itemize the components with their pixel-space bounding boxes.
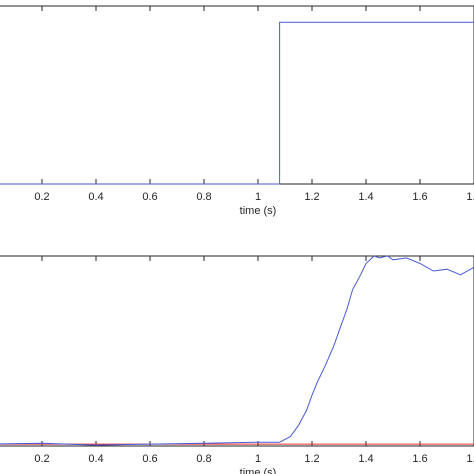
x-tick-label: 0.6 <box>142 191 157 203</box>
x-tick-label: 1.6 <box>412 453 427 465</box>
x-tick-label: 1 <box>255 191 261 203</box>
plot-frame <box>0 5 474 185</box>
x-tick-label: 1.6 <box>412 191 427 203</box>
x-tick-label: 1.8 <box>466 191 474 203</box>
x-tick-label: 0.6 <box>142 453 157 465</box>
series-line-1 <box>0 255 474 446</box>
x-tick-label: 1.2 <box>304 191 319 203</box>
x-tick-label: 0.8 <box>196 191 211 203</box>
x-axis-label: time (s) <box>240 205 277 217</box>
x-tick-label: 0.8 <box>196 453 211 465</box>
x-axis-label: time (s) <box>240 467 277 474</box>
x-tick-label: 1.4 <box>358 191 373 203</box>
x-tick-label: 1 <box>255 453 261 465</box>
x-tick-label: 0.4 <box>88 191 103 203</box>
x-tick-label: 1.8 <box>466 453 474 465</box>
x-tick-label: 0.2 <box>34 191 49 203</box>
bottom-plot: 0.2 0.4 0.6 0.8 1 1.2 1.4 1.6 1.8 time (s) <box>0 255 474 474</box>
x-tick-label: 0.2 <box>34 453 49 465</box>
plot-frame <box>0 255 474 447</box>
x-tick-label: 1.4 <box>358 453 373 465</box>
x-tick-label: 1.2 <box>304 453 319 465</box>
series-line-0 <box>0 21 474 185</box>
x-tick-label: 0.4 <box>88 453 103 465</box>
top-plot: 0.2 0.4 0.6 0.8 1 1.2 1.4 1.6 1.8 time (s) <box>0 5 474 217</box>
